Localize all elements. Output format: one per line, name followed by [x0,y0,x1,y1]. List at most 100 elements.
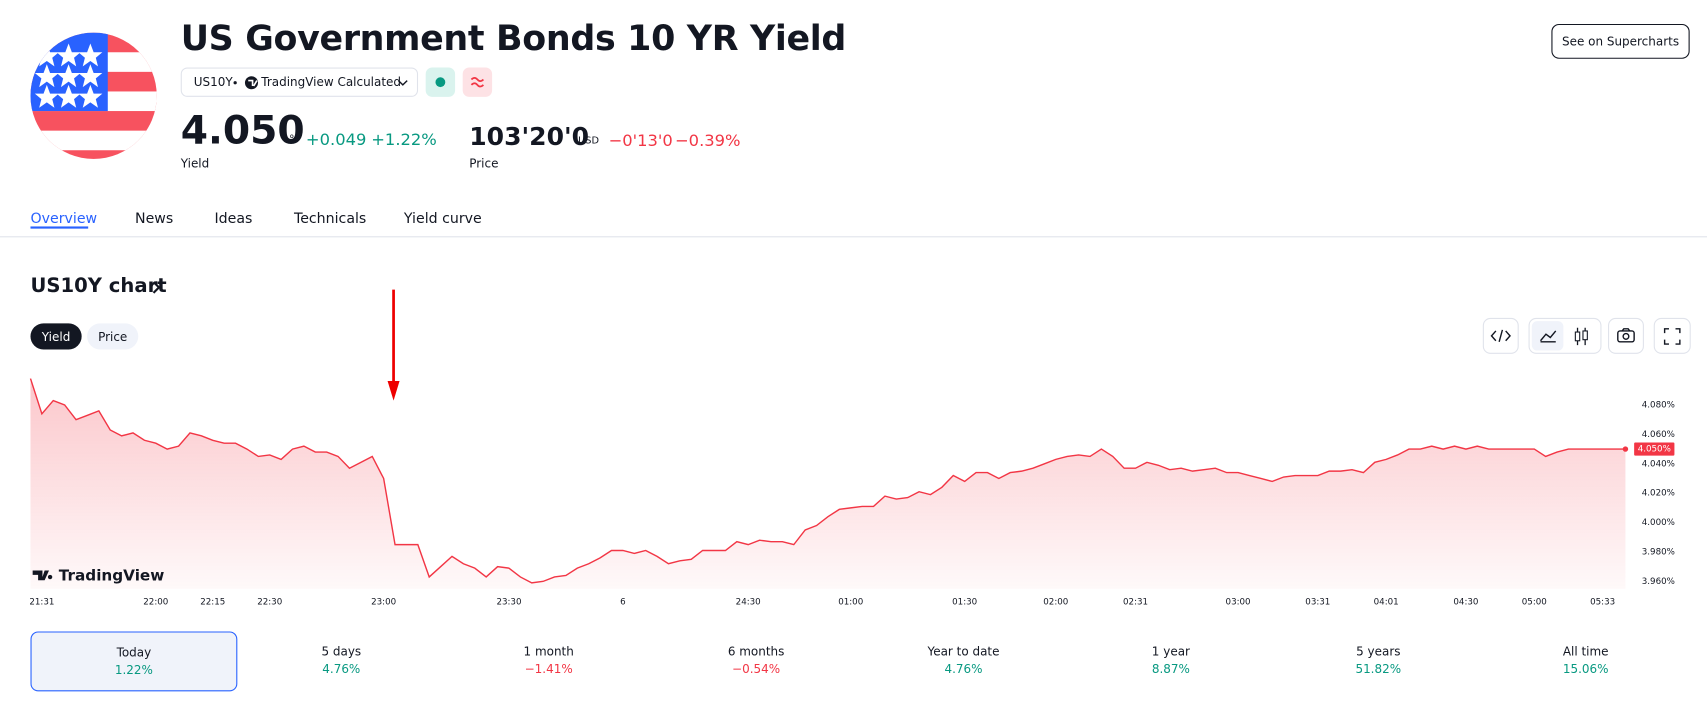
embed-button[interactable] [1482,317,1519,354]
candle-style-button[interactable] [1566,321,1598,350]
y-tick-label: 4.020% [1642,489,1675,499]
yield-line [29,378,1626,584]
tab[interactable]: Technicals [293,211,367,228]
delayed-status[interactable] [462,67,493,97]
period-label: 1 month [523,644,574,659]
fullscreen-icon [1663,328,1681,345]
y-tick-label: 3.980% [1642,547,1675,557]
price-change-pct: −0.39% [674,130,741,151]
period-card[interactable]: 5 days 4.76% [238,631,445,691]
supercharts-button[interactable]: See on Supercharts [1551,23,1690,59]
flag-logo [30,32,157,159]
annotation-arrow [387,289,400,401]
period-change: 1.22% [114,663,153,678]
chart-style-group [1528,317,1602,354]
symbol-selector[interactable]: US10Y TradingView Calculated [180,67,419,97]
x-tick-label: 03:31 [1305,598,1330,608]
area-icon [1539,330,1557,343]
period-card[interactable]: 5 years 51.82% [1275,631,1482,691]
x-tick-label: 05:33 [1590,598,1615,608]
x-tick-label: 23:30 [496,598,521,608]
period-card[interactable]: All time 15.06% [1482,631,1689,691]
chart-title[interactable]: US10Y chart [30,274,167,298]
x-tick-label: 01:00 [838,598,863,608]
x-tick-label: 05:00 [1522,598,1547,608]
y-tick-label: 3.960% [1642,577,1675,587]
x-tick-label: 02:31 [1123,598,1148,608]
yield-unit: % [289,133,299,145]
period-card[interactable]: 6 months −0.54% [653,631,860,691]
page-title: US Government Bonds 10 YR Yield [180,17,847,59]
yield-change-pct: +1.22% [371,129,437,150]
period-label: 1 year [1151,644,1190,659]
y-tick-label: 4.040% [1642,459,1675,469]
x-tick-label: 6 [620,598,626,608]
x-tick-label: 04:30 [1453,598,1478,608]
toggle-label: Yield [41,329,71,344]
divider [0,236,1707,238]
source-icons [233,76,259,90]
tab[interactable]: Yield curve [403,211,482,228]
price-value: 103'20'0 [469,123,590,152]
yield-label: Yield [180,156,210,171]
price-label: Price [469,156,499,171]
x-tick-label: 21:31 [29,598,54,608]
price-unit: USD [578,136,600,147]
chevron [397,80,408,86]
tab[interactable]: News [134,211,174,228]
period-change: 15.06% [1562,661,1609,677]
x-tick-label: 01:30 [952,598,977,608]
period-change: 4.76% [944,661,983,677]
area-fill [30,378,1626,589]
y-tick-label: 4.060% [1642,430,1675,440]
period-card[interactable]: Year to date 4.76% [860,631,1067,691]
yield-value: 4.050 [180,108,305,154]
x-tick-label: 22:30 [257,598,282,608]
toggle-yield[interactable]: Yield [30,323,82,350]
snapshot-button[interactable] [1608,317,1644,354]
period-label: All time [1562,644,1609,659]
market-status[interactable] [425,67,456,97]
tab[interactable]: Overview [30,211,98,228]
last-point [1622,446,1629,452]
period-card[interactable]: Today 1.22% [30,631,238,692]
x-tick-label: 03:00 [1226,598,1251,608]
yield-change: +0.049 [305,129,367,150]
period-change: 8.87% [1151,661,1190,677]
x-tick-label: 24:30 [736,598,761,608]
toggle-price[interactable]: Price [87,323,139,350]
x-tick-label: 22:15 [200,598,225,608]
current-label: 4.050% [1638,445,1671,455]
fullscreen-button[interactable] [1653,317,1691,354]
x-tick-label: 02:00 [1043,598,1068,608]
tab[interactable]: Ideas [214,211,253,228]
chart-title-chevron [152,281,161,294]
price-change: −0'13'0 [608,130,673,151]
x-tick-label: 23:00 [371,598,396,608]
period-card[interactable]: 1 month −1.41% [445,631,652,691]
period-label: Year to date [927,644,1000,659]
period-label: 5 years [1356,644,1401,659]
period-label: 5 days [321,644,362,659]
button-label: See on Supercharts [1561,34,1680,49]
camera-icon [1617,328,1635,343]
period-label: 6 months [727,644,785,659]
period-change: −1.41% [524,661,573,677]
wave-icon [470,76,484,88]
period-change: 4.76% [322,661,361,677]
period-card[interactable]: 1 year 8.87% [1067,631,1274,691]
y-tick-label: 4.000% [1642,518,1675,528]
period-change: 51.82% [1355,661,1402,677]
source: TradingView Calculated [261,75,401,90]
x-tick-label: 22:00 [143,598,168,608]
period-label: Today [116,645,152,660]
area-style-button[interactable] [1531,321,1564,351]
watermark-logo [32,570,53,581]
symbol: US10Y [193,75,233,90]
toggle-label: Price [98,329,128,344]
current-label-box [1634,442,1675,456]
y-tick-label: 4.080% [1642,400,1675,410]
